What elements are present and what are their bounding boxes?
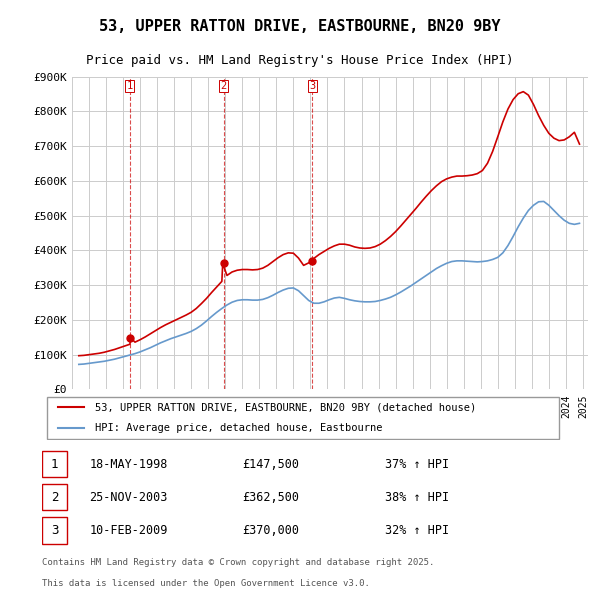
- Text: 3: 3: [51, 523, 58, 537]
- Text: 2: 2: [220, 81, 227, 91]
- Text: 53, UPPER RATTON DRIVE, EASTBOURNE, BN20 9BY: 53, UPPER RATTON DRIVE, EASTBOURNE, BN20…: [99, 19, 501, 34]
- FancyBboxPatch shape: [42, 484, 67, 510]
- Text: Price paid vs. HM Land Registry's House Price Index (HPI): Price paid vs. HM Land Registry's House …: [86, 54, 514, 67]
- Text: 10-FEB-2009: 10-FEB-2009: [89, 523, 168, 537]
- Text: Contains HM Land Registry data © Crown copyright and database right 2025.: Contains HM Land Registry data © Crown c…: [42, 558, 434, 568]
- Text: 25-NOV-2003: 25-NOV-2003: [89, 490, 168, 504]
- FancyBboxPatch shape: [47, 396, 559, 439]
- Text: £362,500: £362,500: [242, 490, 299, 504]
- Point: [308, 256, 317, 266]
- FancyBboxPatch shape: [42, 451, 67, 477]
- Text: 3: 3: [310, 81, 316, 91]
- Point: [219, 259, 229, 268]
- Text: HPI: Average price, detached house, Eastbourne: HPI: Average price, detached house, East…: [95, 422, 382, 432]
- Text: 38% ↑ HPI: 38% ↑ HPI: [385, 490, 449, 504]
- FancyBboxPatch shape: [42, 517, 67, 543]
- Text: 1: 1: [51, 457, 58, 471]
- Text: 1: 1: [127, 81, 133, 91]
- Text: 18-MAY-1998: 18-MAY-1998: [89, 457, 168, 471]
- Text: 37% ↑ HPI: 37% ↑ HPI: [385, 457, 449, 471]
- Text: 53, UPPER RATTON DRIVE, EASTBOURNE, BN20 9BY (detached house): 53, UPPER RATTON DRIVE, EASTBOURNE, BN20…: [95, 402, 476, 412]
- Text: £370,000: £370,000: [242, 523, 299, 537]
- Text: 32% ↑ HPI: 32% ↑ HPI: [385, 523, 449, 537]
- Point: [125, 333, 134, 343]
- Text: 2: 2: [51, 490, 58, 504]
- Text: This data is licensed under the Open Government Licence v3.0.: This data is licensed under the Open Gov…: [42, 579, 370, 588]
- Text: £147,500: £147,500: [242, 457, 299, 471]
